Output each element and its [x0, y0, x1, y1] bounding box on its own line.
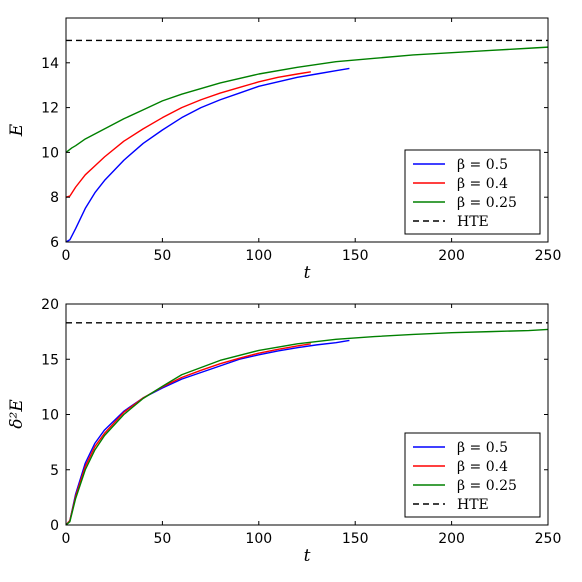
legend-label: β = 0.25: [457, 195, 517, 211]
x-tick-label: 250: [535, 248, 562, 264]
series-line-2: [65, 343, 311, 526]
x-tick-label: 200: [438, 531, 465, 547]
x-tick-label: 0: [62, 531, 71, 547]
y-tick-label: 0: [50, 518, 59, 534]
axes-frame: [65, 17, 549, 243]
x-tick-label: 100: [245, 248, 272, 264]
x-tick-label: 0: [62, 248, 71, 264]
series-line-2: [65, 71, 311, 198]
x-tick-label: 50: [153, 531, 171, 547]
y-axis-label: δ²E: [7, 399, 27, 429]
x-tick-label: 250: [535, 531, 562, 547]
series-line-3: [65, 46, 549, 153]
legend-label: β = 0.25: [457, 478, 517, 494]
x-axis-label: t: [304, 263, 311, 283]
y-tick-label: 10: [41, 408, 59, 424]
series-line-1: [65, 67, 350, 243]
x-axis-label: t: [304, 546, 311, 566]
x-tick-label: 200: [438, 248, 465, 264]
y-tick-label: 10: [41, 145, 59, 161]
y-axis-label: E: [7, 123, 27, 137]
legend-label: HTE: [457, 214, 489, 230]
legend-label: β = 0.5: [457, 440, 508, 456]
x-tick-label: 50: [153, 248, 171, 264]
y-tick-label: 6: [50, 235, 59, 251]
y-tick-label: 20: [41, 297, 59, 313]
y-tick-label: 5: [50, 463, 59, 479]
x-tick-label: 100: [245, 531, 272, 547]
legend-label: β = 0.4: [457, 176, 508, 192]
series-line-1: [65, 339, 350, 526]
legend-label: HTE: [457, 497, 489, 513]
x-tick-label: 150: [342, 531, 369, 547]
y-tick-label: 8: [50, 190, 59, 206]
legend: β = 0.5 β = 0.4 β = 0.25 HTE: [404, 149, 541, 235]
legend: β = 0.5 β = 0.4 β = 0.25 HTE: [404, 432, 541, 518]
y-tick-label: 14: [41, 56, 59, 72]
series-line-3: [65, 328, 549, 526]
y-tick-label: 12: [41, 101, 59, 117]
y-tick-label: 15: [41, 352, 59, 368]
legend-label: β = 0.5: [457, 157, 508, 173]
legend-label: β = 0.4: [457, 459, 508, 475]
x-tick-label: 150: [342, 248, 369, 264]
